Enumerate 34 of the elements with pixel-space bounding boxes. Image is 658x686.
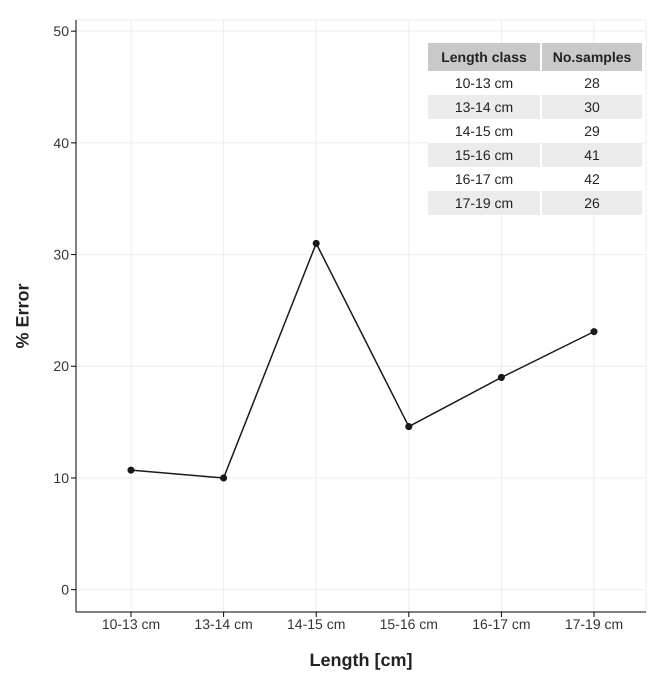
annotation: No.samples — [542, 43, 642, 71]
point — [127, 466, 135, 474]
y-tick-label: 0 — [61, 582, 70, 598]
annotation: 29 — [542, 119, 642, 143]
point — [498, 374, 505, 381]
x-axis-title: Length [cm] — [310, 650, 412, 670]
point — [220, 474, 228, 482]
x-tick-label: 13-14 cm — [194, 616, 253, 632]
y-tick-label: 40 — [53, 134, 70, 151]
annotation: 13-14 cm — [428, 95, 540, 119]
x-tick-label: 10-13 cm — [102, 616, 160, 632]
annotation: 28 — [542, 71, 642, 95]
annotation: 10-13 cm — [428, 71, 540, 95]
annotation: 14-15 cm — [428, 119, 540, 143]
annotation: 42 — [542, 167, 642, 191]
annotation: Length class — [428, 43, 540, 71]
point — [590, 328, 598, 336]
annotation: 17-19 cm — [428, 191, 540, 215]
annotation: 41 — [542, 143, 642, 167]
point — [405, 423, 412, 430]
x-tick-label: 15-16 cm — [380, 616, 438, 632]
annotation: 16-17 cm — [428, 167, 540, 191]
y-tick-label: 10 — [53, 470, 70, 486]
x-tick-label: 16-17 cm — [472, 616, 531, 632]
point — [312, 240, 320, 247]
y-axis-title: % Error — [12, 283, 32, 349]
annotation: 26 — [542, 191, 642, 215]
y-tick-label: 30 — [53, 246, 70, 263]
y-tick-label: 50 — [53, 23, 70, 40]
annotation: 30 — [542, 95, 642, 119]
y-tick-label: 20 — [53, 358, 70, 374]
annotation: 15-16 cm — [428, 143, 540, 167]
x-tick-label: 17-19 cm — [564, 616, 624, 632]
x-tick-label: 14-15 cm — [287, 616, 346, 632]
